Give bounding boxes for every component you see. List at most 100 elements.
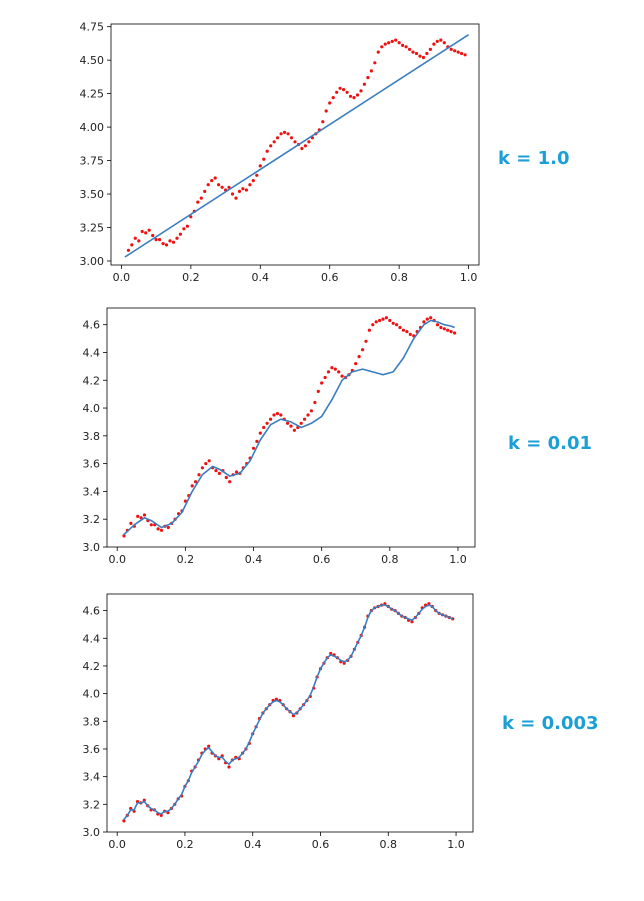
data-point	[292, 428, 296, 432]
data-point	[272, 140, 276, 144]
x-tick-label: 0.2	[176, 838, 194, 851]
y-tick-label: 3.8	[83, 715, 101, 728]
y-tick-label: 4.0	[83, 688, 101, 701]
data-point	[456, 50, 460, 54]
data-point	[241, 187, 245, 191]
data-point	[324, 109, 328, 113]
data-point	[213, 176, 217, 180]
chart-k-0-01: 0.0 0.2 0.4 0.6 0.8 1.0 3.0 3.2 3.4 3.6 3.8 4.0 4.2 4…	[83, 307, 476, 566]
data-point	[234, 196, 238, 200]
data-point	[159, 528, 164, 532]
data-point	[362, 82, 366, 86]
data-point	[210, 179, 214, 183]
data-point	[122, 534, 126, 538]
data-point	[291, 714, 295, 718]
data-point	[182, 227, 186, 231]
data-point	[373, 61, 377, 65]
data-point	[390, 39, 394, 44]
data-point	[340, 374, 344, 378]
data-point	[185, 224, 189, 228]
data-point	[342, 661, 346, 665]
data-point	[303, 417, 307, 421]
data-point	[286, 132, 290, 136]
data-point	[380, 45, 384, 49]
x-tick-label: 0.0	[108, 553, 126, 566]
scatter-points	[122, 316, 457, 538]
y-tick-label: 3.4	[83, 771, 101, 784]
data-point	[384, 316, 388, 320]
data-point	[159, 813, 163, 817]
data-point	[449, 47, 453, 52]
data-point	[214, 469, 218, 473]
data-point	[158, 238, 162, 242]
data-point	[427, 602, 431, 606]
data-point	[331, 96, 335, 100]
data-point	[435, 39, 439, 44]
data-point	[126, 248, 130, 252]
data-point	[129, 521, 133, 525]
data-point	[408, 47, 412, 52]
annotation-k-0-003: k = 0.003	[502, 713, 599, 734]
y-tick-label: 4.4	[83, 346, 101, 359]
data-point	[262, 157, 266, 161]
data-point	[207, 744, 211, 748]
data-point	[276, 136, 280, 140]
y-tick-label: 4.0	[83, 402, 101, 415]
data-point	[217, 183, 221, 187]
plot-frame	[110, 23, 480, 266]
data-point	[168, 239, 172, 243]
x-tick-label: 0.2	[182, 271, 200, 284]
data-point	[217, 471, 221, 475]
data-point	[269, 144, 273, 148]
data-point	[272, 413, 276, 417]
y-tick-label: 3.0	[83, 826, 101, 839]
data-point	[139, 516, 143, 520]
data-point	[275, 412, 279, 416]
data-point	[156, 527, 160, 531]
data-point	[200, 466, 204, 470]
data-point	[376, 50, 380, 54]
data-point	[149, 523, 153, 527]
x-tick-label: 0.8	[390, 271, 408, 284]
data-point	[425, 317, 429, 321]
data-point	[449, 330, 453, 334]
data-point	[316, 389, 320, 393]
data-point	[142, 513, 147, 517]
y-tick-label: 3.6	[83, 743, 101, 756]
data-point	[286, 421, 290, 425]
data-point	[227, 185, 231, 189]
y-tick-label: 3.2	[83, 798, 101, 811]
data-point	[359, 89, 363, 93]
data-point	[463, 53, 467, 57]
data-point	[388, 318, 392, 323]
chart-k-0-003: 0.0 0.2 0.4 0.6 0.8 1.0 3.0 3.2 3.4 3.6 3.8 4.0 4.2 4…	[83, 593, 474, 851]
data-point	[418, 54, 422, 58]
data-point	[435, 323, 440, 327]
data-point	[330, 366, 334, 370]
data-point	[374, 320, 378, 324]
x-tick-label: 0.0	[113, 271, 131, 284]
data-point	[251, 179, 255, 183]
annotation-k-0-01: k = 0.01	[508, 433, 592, 454]
data-point	[206, 183, 210, 187]
data-point	[398, 325, 402, 330]
data-point	[313, 400, 317, 405]
y-tick-label: 3.00	[80, 255, 105, 268]
y-tick-label: 3.25	[80, 222, 105, 235]
data-point	[323, 375, 327, 380]
y-tick-label: 3.8	[83, 430, 101, 443]
data-point	[329, 651, 333, 656]
data-point	[136, 514, 140, 518]
data-point	[269, 417, 273, 421]
data-point	[367, 328, 371, 332]
data-point	[237, 189, 242, 193]
y-tick-label: 4.4	[83, 632, 101, 645]
data-point	[405, 330, 409, 334]
y-tick-label: 4.00	[80, 121, 105, 134]
data-point	[428, 47, 432, 52]
data-point	[439, 325, 443, 330]
data-point	[348, 94, 353, 98]
data-point	[425, 51, 429, 56]
data-point	[190, 484, 194, 488]
data-point	[197, 473, 201, 477]
